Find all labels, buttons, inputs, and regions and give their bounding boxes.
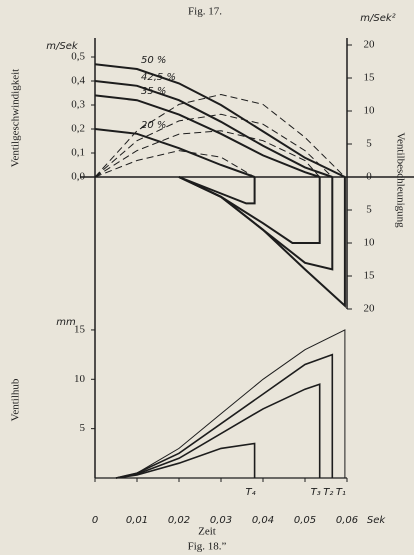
x-axis-title: Zeit [198, 526, 216, 538]
series-line [178, 176, 256, 205]
x-tick-label: 0,06 [336, 515, 358, 526]
y2-tick-label: 10 [364, 105, 376, 117]
y-tick-label: 0,5 [71, 51, 85, 63]
y-tick-label: 0,2 [71, 123, 85, 135]
series-line [94, 80, 333, 178]
x-tick-label: 0,02 [168, 515, 190, 526]
series-line [94, 150, 255, 178]
y2-tick-label: 5 [366, 138, 372, 150]
y-unit: mm [56, 317, 76, 328]
y-tick-label: 0,4 [71, 75, 85, 87]
y2-tick-label: 20 [364, 303, 376, 315]
series-line [94, 128, 255, 178]
y-axis-title: Ventilgeschwindigkeit [10, 69, 22, 167]
x-tick-label: 0,05 [294, 515, 316, 526]
y-tick-label: 10 [74, 373, 86, 385]
x-tick-label: 0,01 [126, 515, 148, 526]
x-tick-label: 0,03 [210, 515, 232, 526]
y-tick-label: 0,1 [71, 147, 85, 159]
y-tick-label: 5 [80, 422, 86, 434]
figure-caption: Fig. 18.” [188, 541, 227, 553]
y2-tick-label: 20 [364, 39, 376, 51]
series-line [94, 93, 346, 178]
marker-label: T₁ [336, 487, 346, 498]
y2-tick-label: 15 [364, 72, 376, 84]
y2-tick-label: 5 [366, 204, 372, 216]
series-line [115, 353, 334, 479]
y-axis-title: Ventilhub [10, 378, 22, 421]
series-line [115, 329, 346, 479]
x-tick-label: 0 [92, 515, 98, 526]
marker-label: T₂ [323, 487, 333, 498]
series-label: 42,5 % [141, 72, 176, 83]
series-line [94, 94, 321, 178]
y2-tick-label: 10 [364, 237, 376, 249]
x-tick-label: 0,04 [252, 515, 274, 526]
series-label: 20 % [141, 120, 166, 131]
figure-caption: Fig. 17. [188, 6, 222, 18]
y-tick-label: 0,3 [71, 99, 85, 111]
marker-label: T₃ [311, 487, 321, 498]
y-unit: m/Sek [46, 41, 79, 52]
y-tick-label: 15 [74, 323, 86, 335]
y2-tick-label: 15 [364, 270, 376, 282]
series-line [94, 63, 346, 178]
y2-tick-label: 0 [366, 171, 372, 183]
series-label: 50 % [141, 55, 166, 66]
marker-label: T₄ [246, 487, 256, 498]
series-line [115, 442, 256, 479]
series-line [94, 113, 333, 178]
y2-unit: m/Sek² [360, 13, 395, 24]
x-unit: Sek [367, 515, 387, 526]
y-tick-label: 0,0 [71, 171, 85, 183]
series-line [94, 130, 321, 178]
y2-axis-title: Ventilbeschleunigung [394, 132, 406, 228]
series-line [178, 176, 334, 271]
series-line [115, 383, 321, 479]
series-label: 35 % [141, 86, 166, 97]
series-line [178, 176, 321, 244]
